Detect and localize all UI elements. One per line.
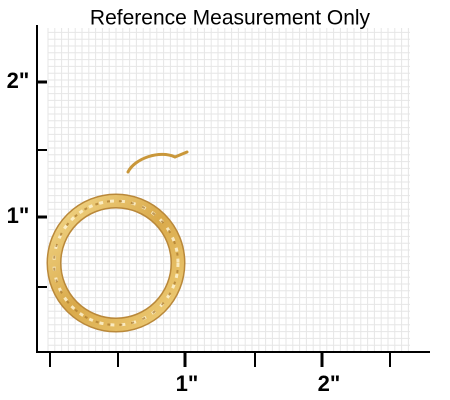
x-ticks [49,352,391,367]
y-label: 2" [7,68,30,93]
y-ticks [37,80,47,288]
earring [46,150,189,333]
x-label: 1" [176,371,199,396]
title: Reference Measurement Only [90,7,371,30]
grid [47,28,410,353]
x-label: 2" [318,371,341,396]
y-label: 1" [7,203,30,228]
